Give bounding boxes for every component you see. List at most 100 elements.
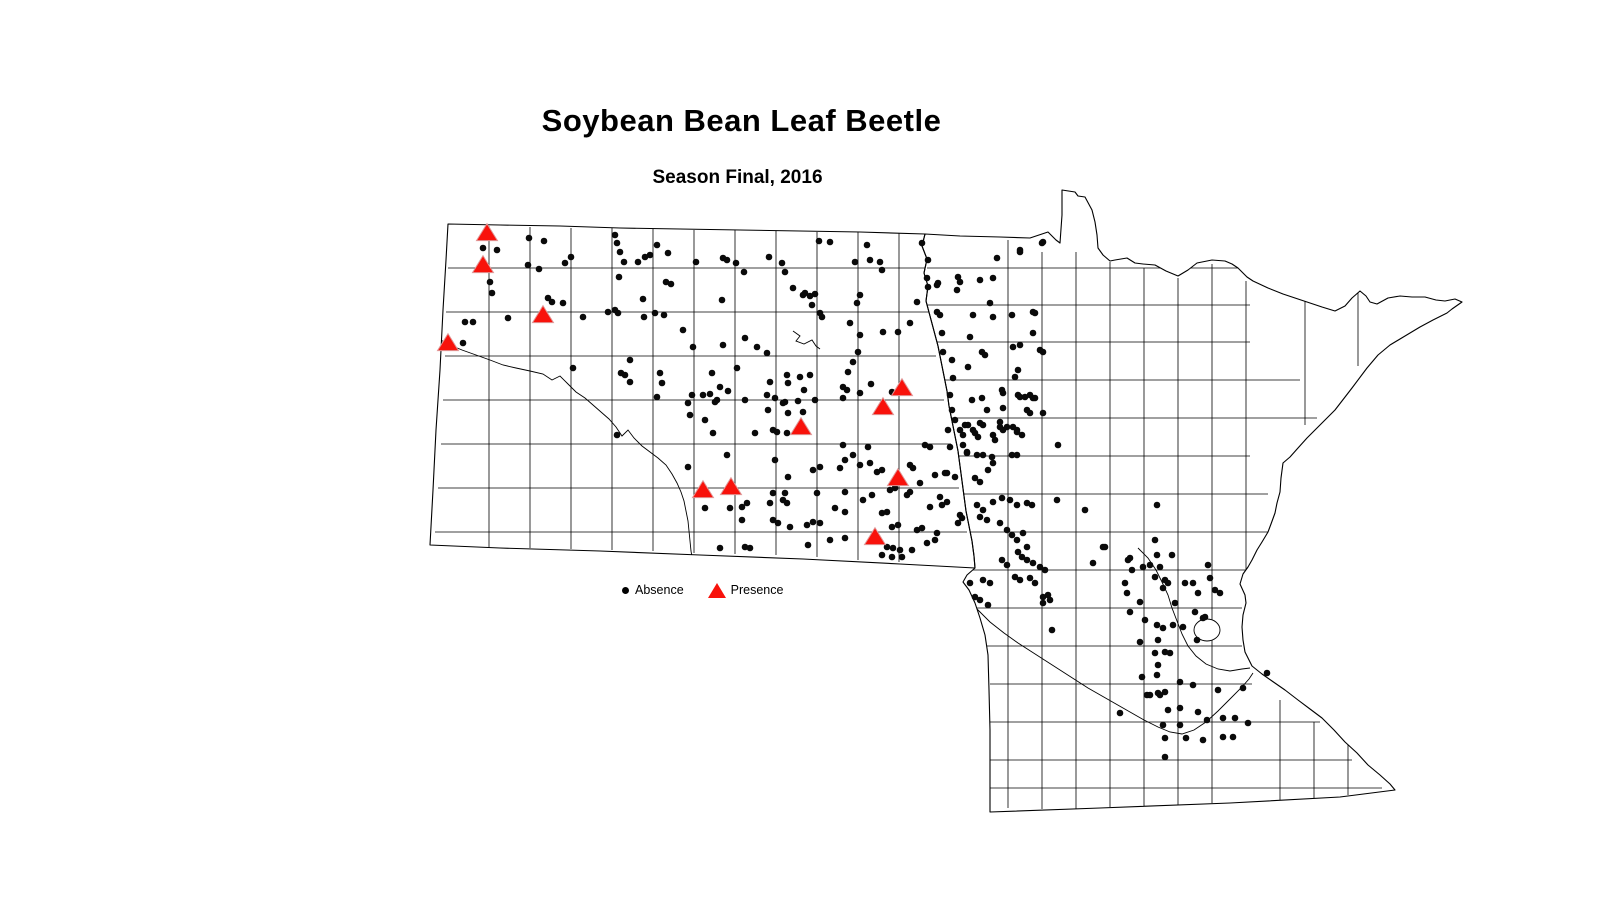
absence-dot (868, 491, 876, 499)
absence-dot (843, 386, 851, 394)
presence-marker (886, 467, 910, 487)
absence-dot (567, 253, 575, 261)
absence-dot (743, 499, 751, 507)
absence-dot (989, 431, 997, 439)
absence-dot (1176, 678, 1184, 686)
absence-dot (621, 371, 629, 379)
absence-dot (933, 281, 941, 289)
absence-dot (913, 298, 921, 306)
absence-dot (1054, 441, 1062, 449)
absence-dot (723, 256, 731, 264)
absence-dot (679, 326, 687, 334)
absence-dot (799, 291, 807, 299)
absence-dot (1013, 426, 1021, 434)
absence-dot (878, 509, 886, 517)
absence-dot (958, 514, 966, 522)
absence-dot (836, 464, 844, 472)
absence-dot (831, 504, 839, 512)
absence-dot (614, 309, 622, 317)
absence-dot (774, 519, 782, 527)
absence-dot (1199, 736, 1207, 744)
absence-dot (841, 534, 849, 542)
absence-dot (1003, 561, 1011, 569)
absence-dot (1016, 393, 1024, 401)
absence-dot (658, 379, 666, 387)
absence-dot (1121, 579, 1129, 587)
absence-dot (781, 268, 789, 276)
absence-dot (811, 396, 819, 404)
absence-dot (641, 253, 649, 261)
absence-dot (913, 526, 921, 534)
absence-dot (938, 501, 946, 509)
absence-dot (684, 399, 692, 407)
county-grid-mn (926, 240, 1382, 809)
absence-dot (816, 463, 824, 471)
absence-dot (853, 299, 861, 307)
absence-dot (976, 596, 984, 604)
absence-dot (979, 451, 987, 459)
absence-dot (839, 394, 847, 402)
absence-dot (741, 543, 749, 551)
absence-dots (459, 231, 1271, 761)
absence-dot (1126, 554, 1134, 562)
absence-dot (1203, 716, 1211, 724)
absence-dot (769, 489, 777, 497)
legend: Absence Presence (622, 580, 783, 600)
presence-marker (890, 377, 914, 397)
absence-dot (1008, 311, 1016, 319)
absence-dot (993, 254, 1001, 262)
absence-dot (769, 516, 777, 524)
absence-dot (613, 239, 621, 247)
absence-dot (1194, 708, 1202, 716)
absence-dot (1164, 706, 1172, 714)
absence-dot (989, 498, 997, 506)
absence-dot (1016, 246, 1024, 254)
absence-dot (973, 501, 981, 509)
absence-dot (719, 341, 727, 349)
absence-dot (856, 291, 864, 299)
absence-dot (931, 471, 939, 479)
absence-dot (841, 488, 849, 496)
absence-dot (896, 546, 904, 554)
river-line (1137, 547, 1251, 672)
absence-dot (561, 259, 569, 267)
legend-absence-label: Absence (635, 583, 684, 597)
absence-dot (653, 241, 661, 249)
absence-dot (488, 289, 496, 297)
absence-dot (809, 466, 817, 474)
absence-dot (741, 396, 749, 404)
absence-dot (1161, 648, 1169, 656)
absence-dot (983, 516, 991, 524)
absence-dot (796, 373, 804, 381)
absence-dot (888, 523, 896, 531)
absence-dot (1048, 626, 1056, 634)
absence-dot (839, 441, 847, 449)
absence-dot (944, 426, 952, 434)
absence-dot (504, 314, 512, 322)
absence-dot (979, 576, 987, 584)
absence-dot (971, 593, 979, 601)
absence-dot (991, 436, 999, 444)
absence-dot (983, 406, 991, 414)
absence-dot (964, 363, 972, 371)
absence-dot (813, 489, 821, 497)
absence-dot (726, 504, 734, 512)
absence-dot (956, 278, 964, 286)
absence-dot (1026, 409, 1034, 417)
absence-dot (646, 251, 654, 259)
absence-dot (540, 237, 548, 245)
absence-dot (943, 498, 951, 506)
absence-dot (1229, 733, 1237, 741)
presence-markers (436, 222, 914, 546)
absence-dot (1146, 561, 1154, 569)
absence-dot (898, 553, 906, 561)
absence-dot (1159, 624, 1167, 632)
absence-dot (978, 394, 986, 402)
absence-dot (1206, 574, 1214, 582)
absence-dot (849, 358, 857, 366)
absence-dot (873, 468, 881, 476)
absence-dot (851, 258, 859, 266)
absence-dot (979, 506, 987, 514)
absence-dot (979, 421, 987, 429)
absence-dot (1014, 548, 1022, 556)
